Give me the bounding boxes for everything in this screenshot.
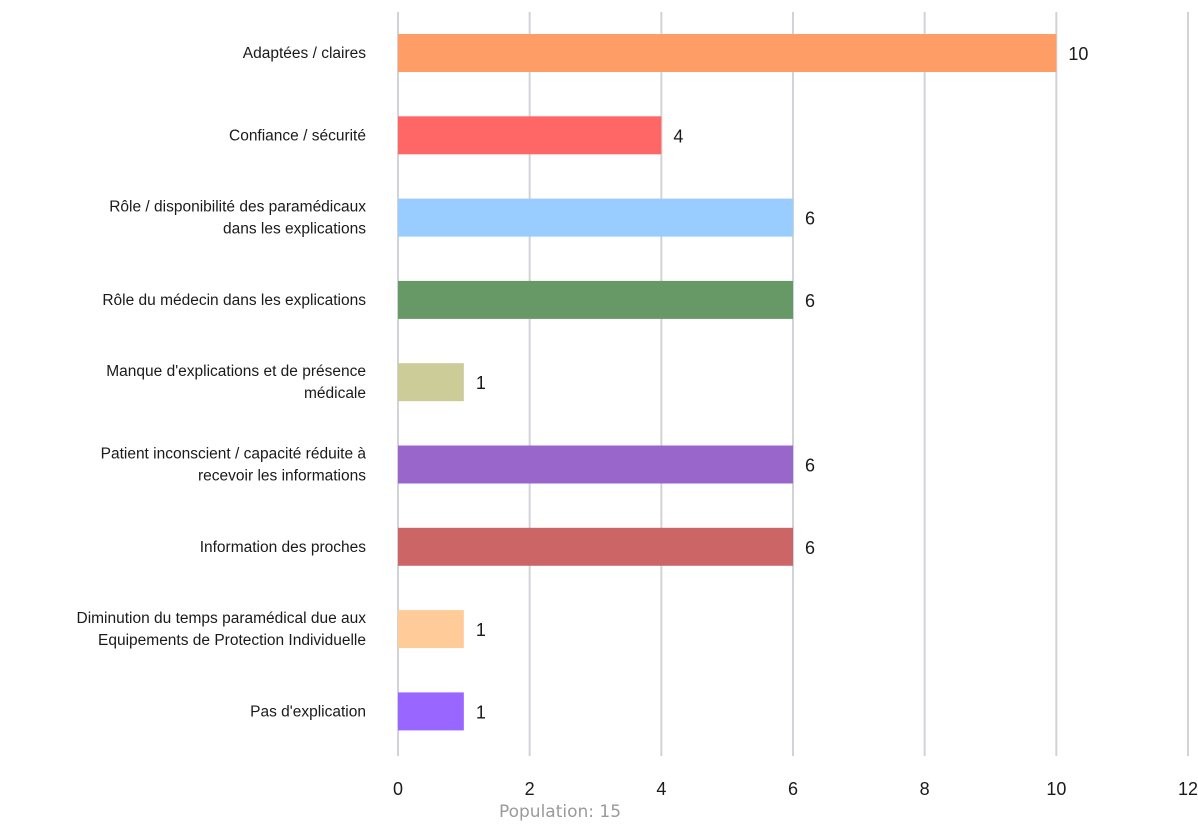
bar-3 [398,198,793,237]
label-layer: 10 Adaptées / claires 4 Confiance / sécurit… [77,44,1089,722]
category-label-9: Pas d'explication [250,703,366,720]
category-label-7: Information des proches [200,539,367,556]
value-label-9: 1 [476,702,486,722]
x-tick-label-12: 12 [1178,779,1198,799]
value-label-4: 6 [805,291,815,311]
bar-8 [398,610,464,649]
category-label-3-line-2: dans les explications [223,221,366,238]
bar-5 [398,363,464,402]
bar-1 [398,34,1057,72]
bar-2 [398,116,662,155]
value-label-1: 10 [1068,44,1088,64]
x-tick-label-0: 0 [393,779,403,799]
category-label-6-line-1: Patient inconscient / capacité réduite à [101,446,367,463]
value-label-7: 6 [805,538,815,558]
category-label-1: Adaptées / claires [243,45,366,62]
x-tick-label-10: 10 [1046,779,1066,799]
value-label-2: 4 [673,126,683,146]
value-label-8: 1 [476,620,486,640]
tick-layer: 0 2 4 6 8 10 12 [393,779,1198,799]
bar-6 [398,445,793,484]
x-tick-label-4: 4 [656,779,666,799]
value-label-6: 6 [805,456,815,476]
value-label-5: 1 [476,373,486,393]
category-label-5-line-1: Manque d'explications et de présence [106,363,366,380]
category-label-8-line-2: Equipements de Protection Individuelle [98,632,366,649]
bar-9 [398,692,464,731]
x-tick-label-2: 2 [525,779,535,799]
category-label-3-line-1: Rôle / disponibilité des paramédicaux [109,199,366,216]
x-tick-label-6: 6 [788,779,798,799]
category-label-8-line-1: Diminution du temps paramédical due aux [77,610,367,627]
x-tick-label-8: 8 [920,779,930,799]
category-label-5-line-2: médicale [304,385,366,402]
value-label-3: 6 [805,209,815,229]
bar-layer [398,34,1057,731]
category-label-2: Confiance / sécurité [229,127,366,144]
category-label-6-line-2: recevoir les informations [198,468,366,485]
population-footnote: Population: 15 [499,802,621,822]
category-label-4: Rôle du médecin dans les explications [102,292,366,309]
bar-7 [398,527,793,566]
bar-4 [398,280,793,319]
